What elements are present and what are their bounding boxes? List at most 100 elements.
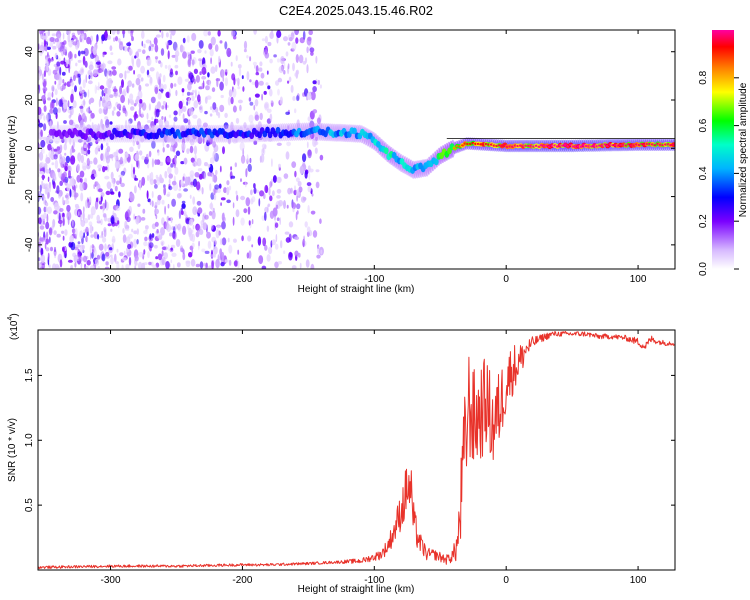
spectrogram-cell bbox=[80, 192, 84, 202]
spectrogram-ridge-cell bbox=[83, 133, 88, 141]
spectrogram-cell bbox=[148, 45, 152, 52]
spectrogram-cell bbox=[103, 213, 107, 218]
spectrogram-cell bbox=[43, 115, 46, 121]
x-tick-label: -100 bbox=[364, 274, 384, 285]
spectrogram-cell bbox=[232, 139, 238, 144]
spectrogram-cell bbox=[240, 217, 245, 226]
spectrogram-cell bbox=[232, 105, 237, 113]
x-tick-label: -300 bbox=[101, 575, 121, 586]
spectrogram-cell bbox=[314, 147, 318, 154]
spectrogram-cell bbox=[109, 188, 113, 194]
spectrogram-cell bbox=[105, 155, 111, 164]
spectrogram-cell bbox=[40, 33, 43, 39]
spectrogram-cell bbox=[79, 92, 84, 100]
spectrogram-cell bbox=[157, 253, 163, 261]
spectrogram-ridge-cell bbox=[383, 147, 389, 155]
spectrogram-cell bbox=[288, 221, 294, 228]
spectrogram-cell bbox=[168, 185, 173, 191]
spectrogram-cell bbox=[133, 70, 136, 75]
spectrogram-cell bbox=[72, 41, 78, 46]
spectrogram-cell bbox=[111, 110, 115, 116]
spectrogram-cell bbox=[43, 70, 47, 78]
spectrogram-cell bbox=[129, 146, 134, 152]
spectrogram-cell bbox=[269, 88, 273, 97]
spectrogram-cell bbox=[148, 127, 152, 134]
spectrogram-cell bbox=[89, 115, 92, 122]
spectrogram-cell bbox=[137, 73, 142, 79]
spectrogram-cell bbox=[38, 196, 41, 200]
spectrogram-cell bbox=[291, 41, 297, 51]
spectrogram-cell bbox=[162, 74, 166, 83]
spectrogram-cell bbox=[93, 157, 98, 165]
spectrogram-cell bbox=[50, 197, 55, 202]
spectrogram-cell bbox=[197, 207, 203, 215]
spectrogram-cell bbox=[228, 185, 232, 191]
spectrogram-cell bbox=[102, 52, 105, 58]
spectrogram-cell bbox=[309, 120, 315, 130]
spectrogram-cell bbox=[131, 55, 134, 65]
spectrogram-cell bbox=[85, 265, 89, 269]
spectrogram-cell bbox=[149, 233, 152, 240]
spectrogram-cell bbox=[226, 199, 231, 204]
spectrogram-cell bbox=[40, 139, 46, 148]
spectrogram-cell bbox=[204, 162, 208, 167]
spectrogram-cell bbox=[217, 225, 220, 229]
spectrogram-cell bbox=[59, 66, 62, 76]
spectrogram-cell bbox=[162, 259, 165, 266]
spectrogram-cell bbox=[116, 248, 119, 253]
spectrogram-cell bbox=[280, 56, 285, 65]
spectrogram-cell bbox=[221, 69, 224, 80]
spectrogram-cell bbox=[155, 262, 160, 268]
spectrogram-cell bbox=[140, 77, 144, 82]
spectrogram-cell bbox=[67, 51, 73, 60]
spectrogram-cell bbox=[129, 50, 132, 56]
spectrogram-cell bbox=[78, 256, 83, 262]
spectrogram-cell bbox=[306, 141, 309, 149]
spectrogram-cell bbox=[109, 121, 113, 125]
spectrogram-cell bbox=[111, 235, 116, 244]
spectrogram-cell bbox=[154, 208, 160, 215]
spectrogram-cell bbox=[290, 187, 293, 194]
spectrogram-cell bbox=[175, 54, 179, 63]
spectrogram-cell bbox=[204, 110, 208, 115]
spectrogram-cell bbox=[189, 145, 194, 154]
spectrogram-cell bbox=[66, 81, 72, 87]
spectrogram-cell bbox=[44, 196, 46, 206]
spectrogram-cell bbox=[100, 192, 105, 198]
spectrogram-cell bbox=[38, 185, 41, 190]
spectrogram-cell bbox=[254, 93, 260, 98]
spectrogram-cell bbox=[127, 120, 131, 129]
spectrogram-cell bbox=[218, 183, 222, 189]
spectrogram-cell bbox=[98, 108, 103, 114]
spectrogram-cell bbox=[264, 144, 267, 150]
spectrogram-cell bbox=[72, 100, 77, 109]
spectrogram-cell bbox=[227, 137, 231, 145]
spectrogram-cell bbox=[186, 137, 190, 142]
spectrogram-cell bbox=[125, 236, 131, 245]
spectrogram-cell bbox=[157, 151, 160, 156]
spectrogram-cell bbox=[87, 201, 91, 208]
spectrogram-cell bbox=[110, 171, 114, 180]
spectrogram-cell bbox=[49, 58, 54, 62]
spectrogram-cell bbox=[210, 66, 216, 74]
spectrogram-cell bbox=[62, 79, 65, 84]
spectrogram-cell bbox=[117, 220, 120, 225]
spectrogram-cell bbox=[307, 185, 312, 193]
spectrogram-cell bbox=[295, 54, 299, 63]
spectrogram-cell bbox=[207, 172, 212, 177]
spectrogram-cell bbox=[157, 92, 162, 100]
x-tick-label: -200 bbox=[232, 274, 252, 285]
spectrogram-cell bbox=[294, 30, 299, 36]
spectrogram-cell bbox=[257, 236, 262, 246]
spectrogram-cell bbox=[172, 143, 176, 153]
spectrogram-cell bbox=[273, 54, 277, 58]
spectrogram-cell bbox=[77, 138, 83, 143]
spectrogram-cell bbox=[306, 92, 312, 100]
spectrogram-cell bbox=[79, 86, 83, 92]
spectrogram-cell bbox=[63, 143, 67, 151]
spectrogram-cell bbox=[57, 107, 61, 113]
spectrogram-cell bbox=[147, 74, 151, 78]
spectrogram-cell bbox=[304, 170, 308, 179]
spectrogram-cell bbox=[143, 43, 146, 49]
spectrogram-cell bbox=[159, 73, 162, 78]
